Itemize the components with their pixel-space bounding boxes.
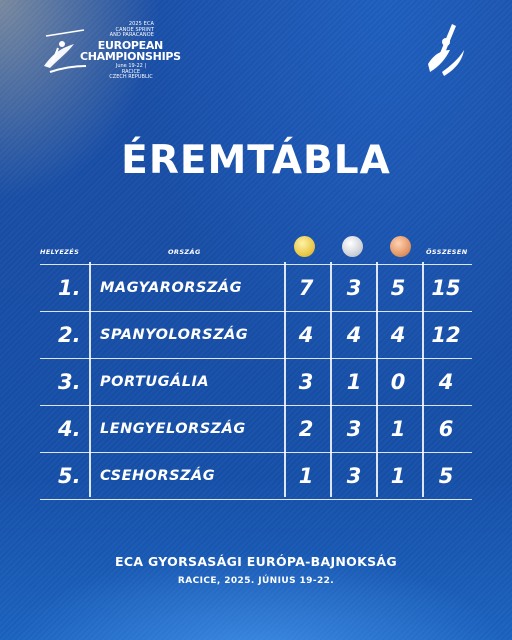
event-name: ECA GYORSASÁGI EURÓPA-BAJNOKSÁG — [115, 554, 397, 569]
gold-count: 1 — [298, 464, 314, 488]
table-body: 1. MAGYARORSZÁG 7 3 5 15 2. SPANYOLORSZÁ… — [40, 264, 472, 500]
rank-cell: 3. — [58, 370, 81, 394]
gold-count: 4 — [298, 323, 314, 347]
gold-medal-icon — [294, 236, 315, 257]
rank-cell: 4. — [58, 417, 81, 441]
bronze-count: 4 — [390, 323, 406, 347]
bottom-glow — [0, 550, 512, 640]
kayaker-icon — [44, 29, 87, 73]
column-divider — [284, 262, 286, 497]
table-row: 1. MAGYARORSZÁG 7 3 5 15 — [40, 265, 472, 312]
silver-count: 3 — [346, 276, 362, 300]
logo-foot-text: June 19-22 | RACICE CZECH REPUBLIC — [109, 63, 153, 80]
bronze-count: 5 — [390, 276, 406, 300]
silver-count: 4 — [346, 323, 362, 347]
silver-count: 3 — [346, 417, 362, 441]
table-row: 4. LENGYELORSZÁG 2 3 1 6 — [40, 406, 472, 453]
country-cell: LENGYELORSZÁG — [100, 421, 246, 437]
event-logo: 2025 ECA CANOE SPRINT AND PARACANOE EURO… — [40, 21, 181, 80]
bronze-medal-icon — [390, 236, 411, 257]
total-count: 4 — [438, 370, 454, 394]
header-total: ÖSSZESEN — [426, 248, 468, 256]
table-row: 2. SPANYOLORSZÁG 4 4 4 12 — [40, 312, 472, 359]
header-country: ORSZÁG — [168, 248, 201, 256]
total-count: 15 — [431, 276, 461, 300]
gold-count: 2 — [298, 417, 314, 441]
rank-cell: 2. — [58, 323, 81, 347]
bronze-count: 1 — [390, 417, 406, 441]
bronze-count: 0 — [390, 370, 406, 394]
logo-main-text: EUROPEAN CHAMPIONSHIPS — [80, 39, 181, 63]
column-divider — [422, 262, 424, 497]
silver-count: 3 — [346, 464, 362, 488]
column-divider — [330, 262, 332, 497]
table-row: 3. PORTUGÁLIA 3 1 0 4 — [40, 359, 472, 406]
page-title: ÉREMTÁBLA — [121, 138, 391, 183]
country-cell: CSEHORSZÁG — [100, 468, 216, 484]
header-rank: HELYEZÉS — [40, 248, 80, 256]
total-count: 5 — [438, 464, 454, 488]
silver-medal-icon — [342, 236, 363, 257]
gold-count: 7 — [298, 276, 314, 300]
total-count: 6 — [438, 417, 454, 441]
country-cell: PORTUGÁLIA — [100, 374, 210, 390]
event-date-location: RACICE, 2025. JÚNIUS 19-22. — [177, 576, 335, 586]
country-cell: MAGYARORSZÁG — [100, 280, 243, 296]
rank-cell: 1. — [58, 276, 81, 300]
table-header: HELYEZÉS ORSZÁG ÖSSZESEN — [40, 236, 472, 264]
logo-top-text: 2025 ECA CANOE SPRINT AND PARACANOE — [109, 21, 154, 38]
country-cell: SPANYOLORSZÁG — [100, 327, 249, 343]
gold-count: 3 — [298, 370, 314, 394]
total-count: 12 — [431, 323, 461, 347]
bronze-count: 1 — [390, 464, 406, 488]
rank-cell: 5. — [58, 464, 81, 488]
paddle-mark-icon — [428, 24, 464, 76]
column-divider — [376, 262, 378, 497]
column-divider — [89, 262, 91, 497]
medal-table: HELYEZÉS ORSZÁG ÖSSZESEN 1. MAGYARORSZÁG… — [40, 236, 472, 500]
table-row: 5. CSEHORSZÁG 1 3 1 5 — [40, 453, 472, 500]
silver-count: 1 — [346, 370, 362, 394]
